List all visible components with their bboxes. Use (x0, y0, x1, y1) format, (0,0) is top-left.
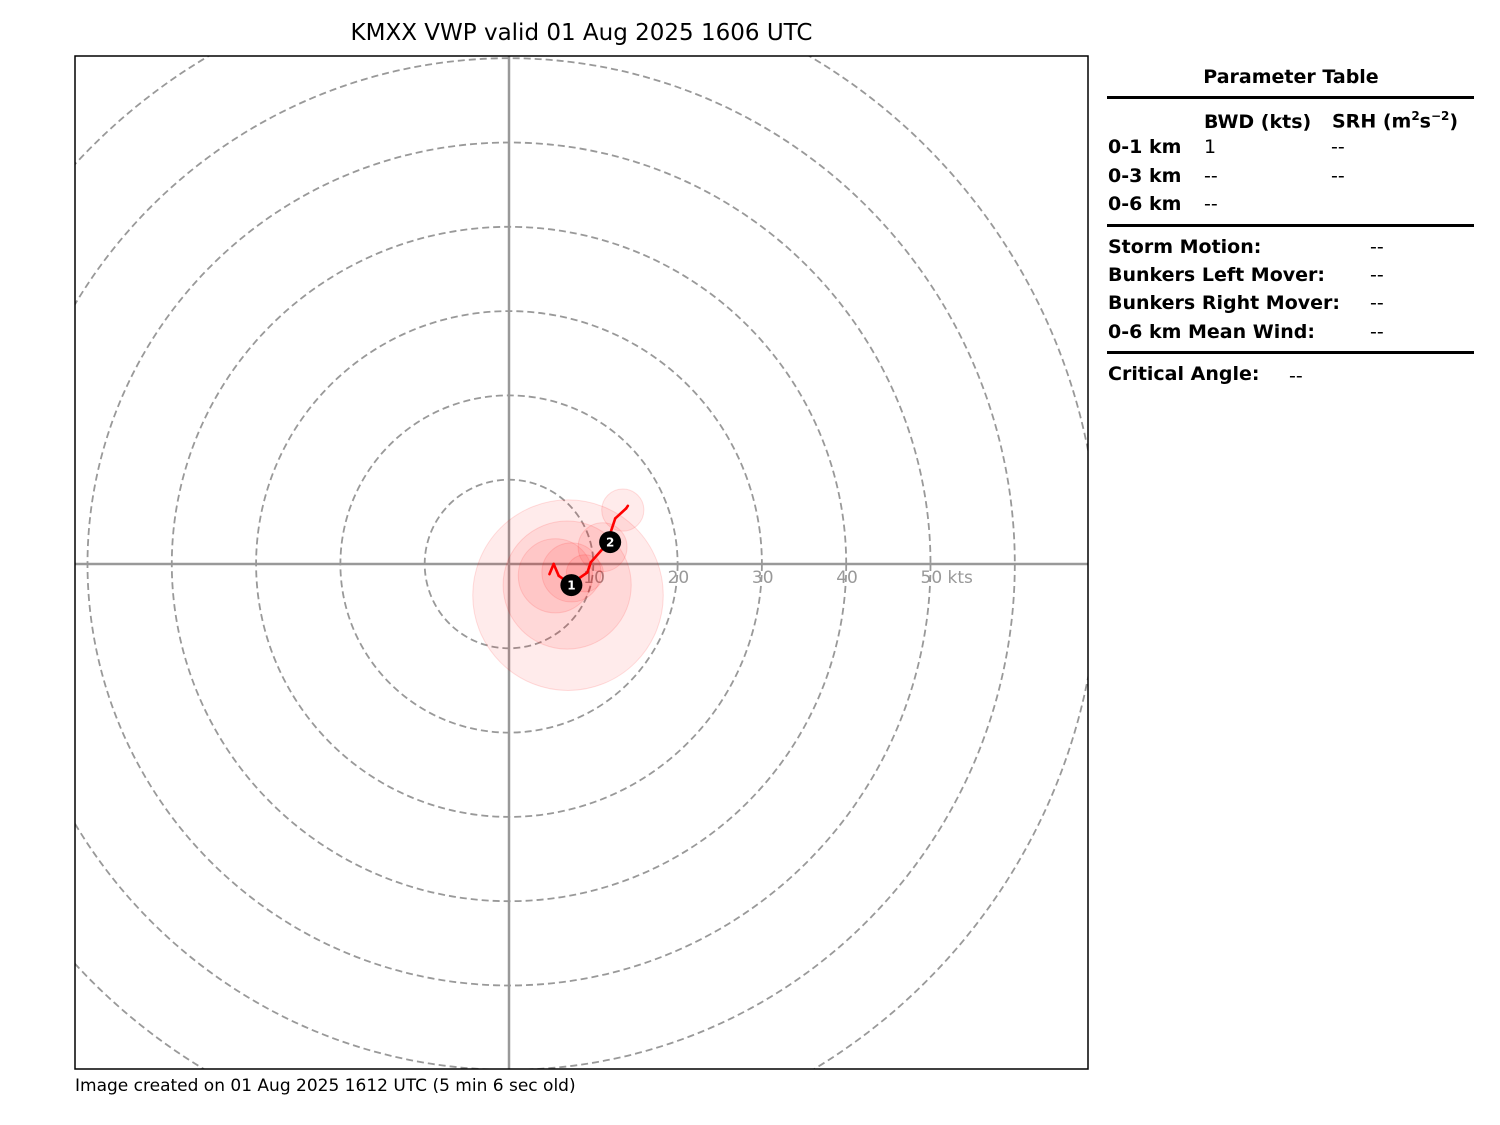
ring-label: 30 (752, 568, 774, 588)
mean-wind-label: 0-6 km Mean Wind: (1108, 321, 1315, 343)
srh-0-3km: -- (1331, 165, 1345, 187)
ring-label: 20 (668, 568, 690, 588)
srh-column-header: SRH (m2s−2) (1332, 109, 1459, 133)
height-markers: 12 (560, 531, 622, 597)
plot-frame (74, 55, 1089, 1070)
bunkers-left-label: Bunkers Left Mover: (1108, 264, 1325, 286)
bwd-0-6km: -- (1204, 193, 1218, 215)
table-divider (1107, 351, 1474, 354)
critical-angle-value: -- (1289, 365, 1303, 387)
row-label-0-1km: 0-1 km (1108, 136, 1182, 158)
height-marker-label: 1 (567, 579, 575, 593)
trace-segment (586, 561, 593, 574)
ring-label: 40 (836, 568, 858, 588)
bwd-0-1km: 1 (1204, 136, 1217, 158)
ring-labels: 10 20 30 40 50 kts (583, 568, 973, 588)
row-label-0-6km: 0-6 km (1108, 193, 1182, 215)
bunkers-right-label: Bunkers Right Mover: (1108, 292, 1341, 314)
srh-0-1km: -- (1331, 136, 1345, 158)
height-marker-1: 1 (560, 574, 583, 597)
bwd-column-header: BWD (kts) (1204, 111, 1312, 133)
trace-segment (548, 562, 555, 576)
bunkers-right-value: -- (1370, 292, 1384, 314)
parameter-table-title: Parameter Table (1203, 66, 1379, 88)
height-marker-label: 2 (606, 536, 614, 550)
trace-segment (624, 504, 630, 510)
row-label-0-3km: 0-3 km (1108, 165, 1182, 187)
table-divider (1107, 224, 1474, 227)
bunkers-left-value: -- (1370, 264, 1384, 286)
storm-motion-value: -- (1370, 236, 1384, 258)
chart-title: KMXX VWP valid 01 Aug 2025 1606 UTC (350, 20, 813, 46)
storm-motion-label: Storm Motion: (1108, 236, 1262, 258)
height-marker-dot (599, 531, 622, 554)
trace-segment (552, 562, 561, 578)
ring-label: 50 kts (921, 568, 974, 588)
mean-wind-value: -- (1370, 321, 1384, 343)
trace-segment (613, 507, 628, 520)
uncertainty-circle (541, 542, 602, 603)
bwd-0-3km: -- (1204, 165, 1218, 187)
table-divider (1107, 96, 1474, 99)
height-marker-dot (560, 574, 583, 597)
image-created-footer: Image created on 01 Aug 2025 1612 UTC (5… (75, 1076, 576, 1096)
trace-segment (589, 546, 605, 564)
critical-angle-label: Critical Angle: (1108, 363, 1260, 385)
axis-crosshair (75, 56, 1088, 1069)
ring-label: 10 (583, 568, 605, 588)
height-marker-2: 2 (599, 531, 622, 554)
